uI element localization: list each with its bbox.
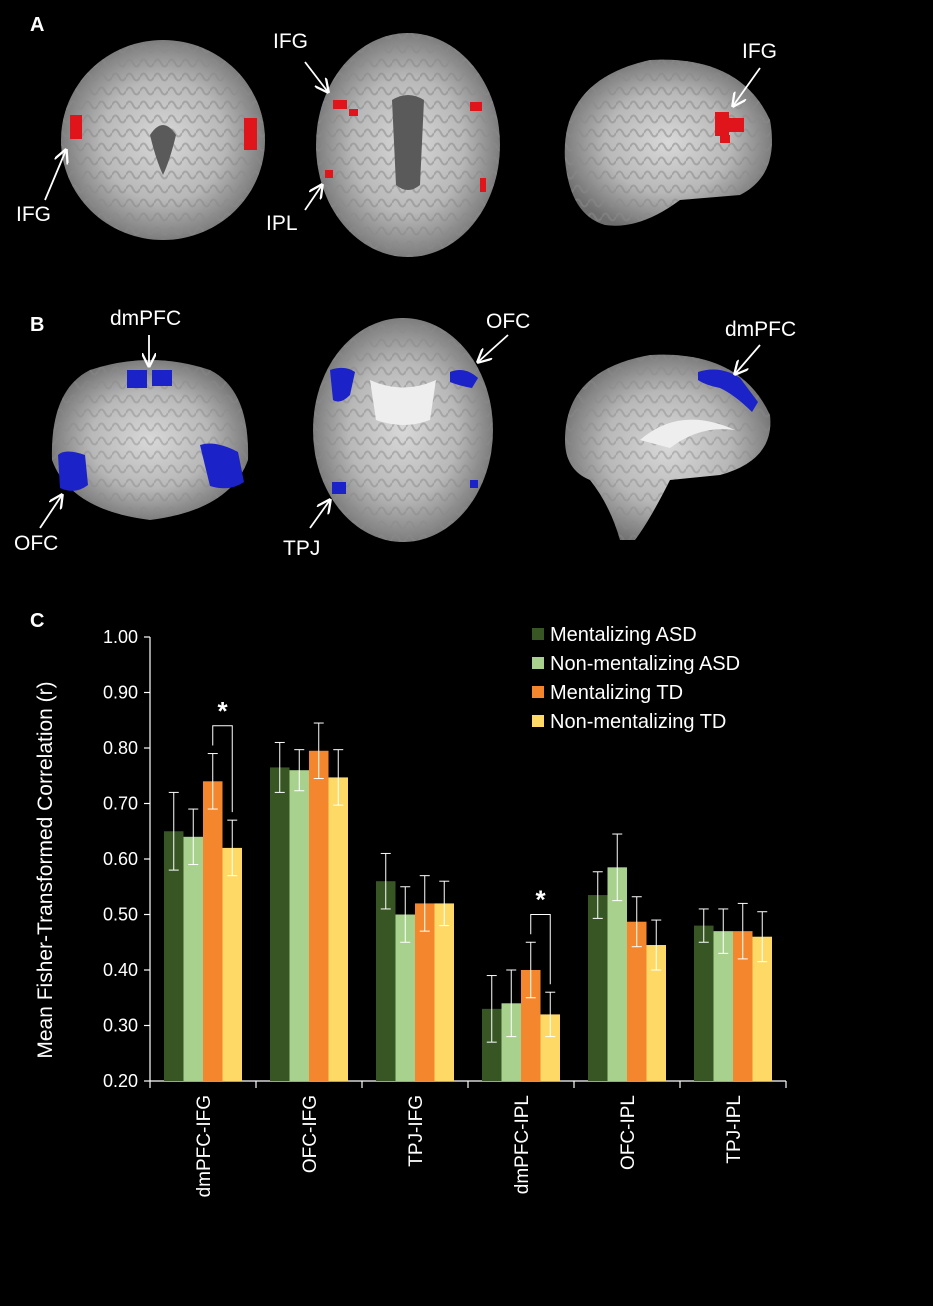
- bar: [328, 777, 348, 1081]
- x-category-label: OFC-IFG: [300, 1095, 321, 1173]
- brain-images: [39, 33, 772, 542]
- bar: [540, 1014, 560, 1081]
- legend-swatch: [532, 715, 544, 727]
- bar: [203, 781, 223, 1081]
- chart-axes: 0.20 0.30 0.40 0.50 0.60 0.70 0.80 0.90 1.00 dmPF…: [103, 627, 787, 1197]
- label-ofc-axial: OFC: [486, 310, 531, 333]
- bar: [482, 1008, 502, 1081]
- label-tpj-axial: TPJ: [283, 537, 321, 560]
- chart-significance: **: [212, 696, 551, 985]
- y-tick-label: 0.40: [103, 960, 138, 980]
- significance-star: *: [217, 696, 228, 726]
- bar: [270, 767, 290, 1081]
- bar: [164, 831, 184, 1081]
- y-tick-label: 0.70: [103, 794, 138, 814]
- x-category-label: TPJ-IFG: [406, 1095, 427, 1167]
- bar: [415, 903, 435, 1081]
- y-tick-label: 0.50: [103, 905, 138, 925]
- panel-letter-b: B: [30, 314, 45, 336]
- label-ipl-axial: IPL: [266, 212, 298, 235]
- bar: [309, 750, 329, 1081]
- brain-b-coronal: [51, 360, 249, 520]
- panel-letter-a: A: [30, 14, 45, 36]
- x-category-label: dmPFC-IPL: [512, 1095, 533, 1194]
- bar: [434, 903, 454, 1081]
- bar: [646, 945, 666, 1081]
- brain-b-sagittal: [565, 354, 771, 540]
- label-dmpfc-coronal: dmPFC: [110, 307, 182, 330]
- legend-label: Mentalizing TD: [550, 682, 683, 704]
- bar: [627, 921, 647, 1081]
- legend-label: Non-mentalizing TD: [550, 711, 726, 733]
- label-ifg-sagittal: IFG: [742, 40, 777, 63]
- bar: [588, 895, 608, 1081]
- brain-a-axial: [316, 33, 500, 257]
- y-tick-label: 0.90: [103, 683, 138, 703]
- significance-star: *: [535, 885, 546, 915]
- legend-swatch: [532, 686, 544, 698]
- significance-bracket: [212, 725, 233, 813]
- y-axis-title: Mean Fisher-Transformed Correlation (r): [34, 681, 57, 1058]
- bar: [713, 931, 733, 1081]
- x-category-label: OFC-IPL: [618, 1095, 639, 1170]
- label-ifg-coronal: IFG: [16, 203, 51, 226]
- brain-a-sagittal: [564, 59, 772, 226]
- y-tick-label: 0.30: [103, 1016, 138, 1036]
- label-ifg-axial: IFG: [273, 30, 308, 53]
- y-tick-label: 0.80: [103, 738, 138, 758]
- y-tick-label: 1.00: [103, 627, 138, 647]
- bar: [395, 914, 415, 1081]
- bar: [752, 936, 772, 1081]
- brain-b-axial: [313, 318, 493, 542]
- bar: [222, 847, 242, 1081]
- chart-bars: [164, 722, 772, 1081]
- chart-legend: Mentalizing ASD Non-mentalizing ASD Mental…: [532, 624, 740, 733]
- legend-swatch: [532, 657, 544, 669]
- bar: [733, 931, 753, 1081]
- y-tick-label: 0.60: [103, 849, 138, 869]
- panel-letter-c: C: [30, 610, 45, 632]
- bar: [376, 881, 396, 1081]
- bar: [183, 836, 203, 1081]
- bar: [607, 867, 627, 1081]
- y-tick-label: 0.20: [103, 1071, 138, 1091]
- legend-label: Non-mentalizing ASD: [550, 653, 740, 675]
- x-category-label: TPJ-IPL: [724, 1095, 745, 1164]
- label-ofc-coronal: OFC: [14, 532, 59, 555]
- significance-bracket: [530, 914, 551, 985]
- legend-label: Mentalizing ASD: [550, 624, 697, 646]
- brain-arrows: [39, 61, 761, 529]
- x-category-label: dmPFC-IFG: [194, 1095, 215, 1197]
- brain-a-coronal: [61, 40, 265, 240]
- label-dmpfc-sagittal: dmPFC: [725, 318, 797, 341]
- bar: [289, 770, 309, 1081]
- legend-swatch: [532, 628, 544, 640]
- bar: [694, 925, 714, 1081]
- bar: [501, 1003, 521, 1081]
